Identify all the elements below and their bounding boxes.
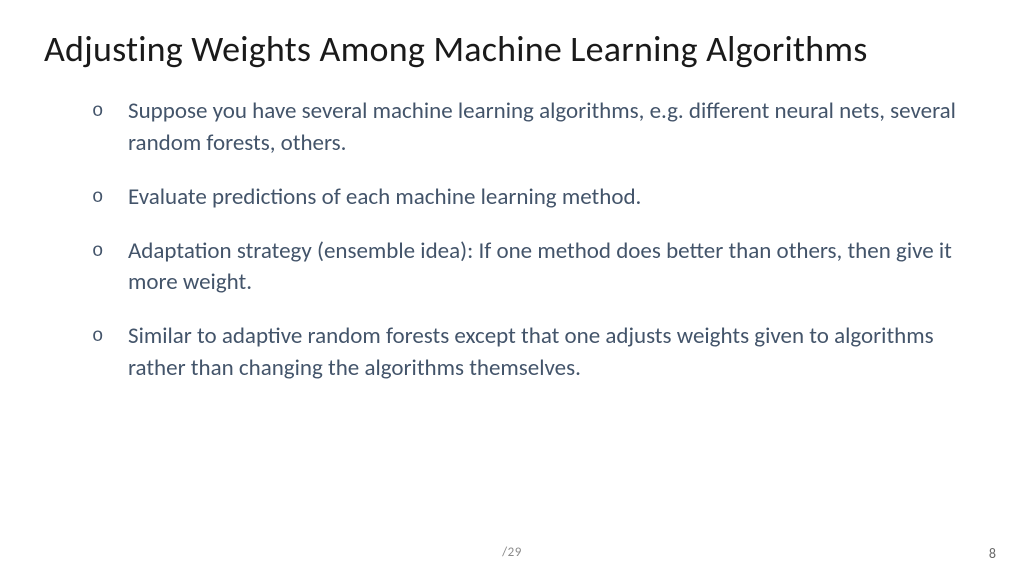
- list-item: Evaluate predictions of each machine lea…: [92, 182, 980, 214]
- bullet-list: Suppose you have several machine learnin…: [44, 96, 980, 384]
- list-item: Similar to adaptive random forests excep…: [92, 321, 980, 384]
- slide: Adjusting Weights Among Machine Learning…: [0, 0, 1024, 576]
- list-item: Adaptation strategy (ensemble idea): If …: [92, 236, 980, 299]
- footer-total-pages: /29: [0, 545, 1024, 560]
- list-item: Suppose you have several machine learnin…: [92, 96, 980, 159]
- page-number: 8: [989, 545, 996, 562]
- slide-title: Adjusting Weights Among Machine Learning…: [44, 28, 980, 70]
